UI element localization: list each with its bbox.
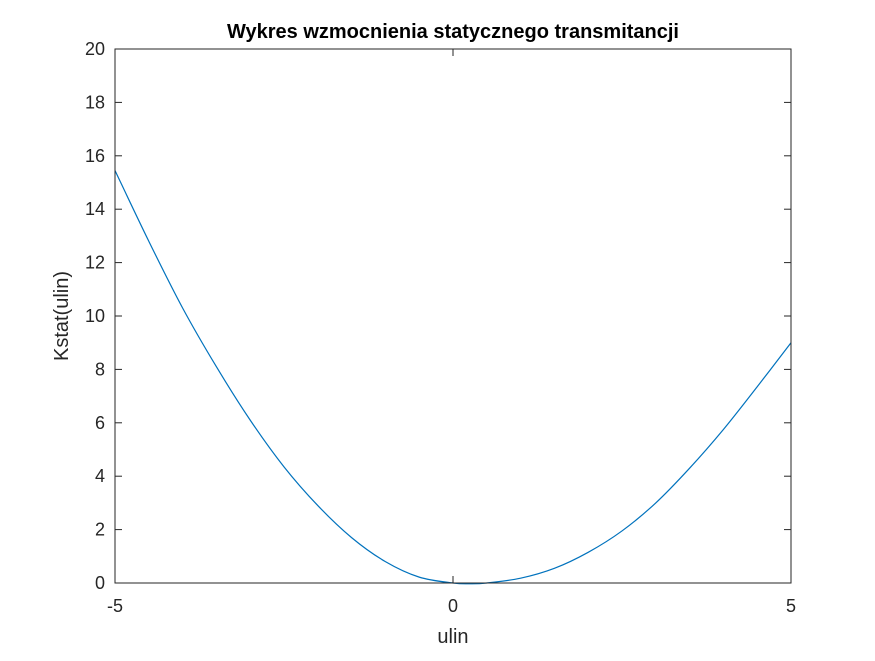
axes-box bbox=[114, 48, 792, 584]
x-tick-label: -5 bbox=[107, 596, 123, 616]
y-tick-label: 14 bbox=[85, 199, 105, 219]
series-line bbox=[114, 170, 792, 585]
y-tick-label: 12 bbox=[85, 253, 105, 273]
y-tick-label: 20 bbox=[85, 39, 105, 59]
x-tick-label: 0 bbox=[448, 596, 458, 616]
y-tick-label: 16 bbox=[85, 146, 105, 166]
plot-area bbox=[115, 49, 791, 583]
chart-title: Wykres wzmocnienia statycznego transmita… bbox=[227, 21, 679, 43]
x-tick-label: 5 bbox=[786, 596, 796, 616]
y-axis-label: Kstat(ulin) bbox=[51, 271, 73, 361]
series-layer bbox=[114, 170, 792, 585]
y-tick-label: 0 bbox=[95, 573, 105, 593]
y-tick-label: 18 bbox=[85, 92, 105, 112]
y-tick-label: 2 bbox=[95, 520, 105, 540]
x-axis-label: ulin bbox=[437, 626, 468, 648]
y-tick-label: 10 bbox=[85, 306, 105, 326]
y-tick-label: 6 bbox=[95, 413, 105, 433]
y-tick-label: 8 bbox=[95, 359, 105, 379]
y-tick-label: 4 bbox=[95, 466, 105, 486]
